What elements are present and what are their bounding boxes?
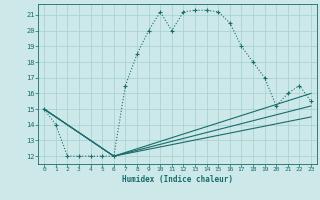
X-axis label: Humidex (Indice chaleur): Humidex (Indice chaleur): [122, 175, 233, 184]
